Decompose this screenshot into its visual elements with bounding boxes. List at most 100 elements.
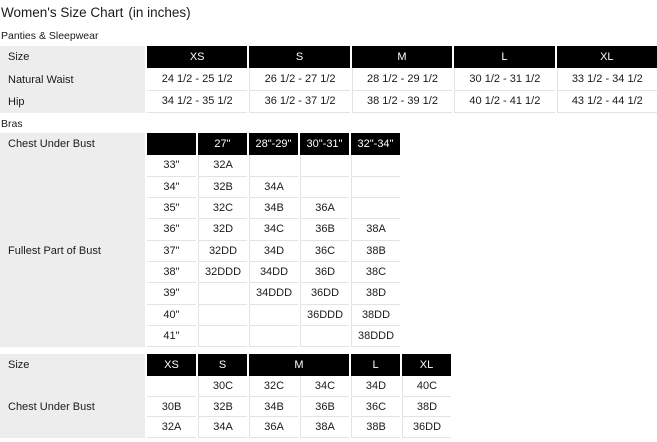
table-cell: 34D xyxy=(249,240,298,262)
table-cell xyxy=(351,197,400,220)
bust-size-cell: 37" xyxy=(147,240,196,262)
bras-table-grid: 27" 28"-29" 30"-31" 32"-34" 33" 32A 34" … xyxy=(147,133,400,348)
row-label-chest-under-bust: Chest Under Bust xyxy=(8,138,95,151)
row-label-chest-under-bust: Chest Under Bust xyxy=(8,401,95,414)
table-cell: 34B xyxy=(249,197,298,220)
page-title: Women's Size Chart (in inches) xyxy=(1,5,657,21)
table-cell: 28 1/2 - 29 1/2 xyxy=(351,68,453,91)
row-label-size: Size xyxy=(8,359,30,372)
page-title-text: Women's Size Chart xyxy=(1,5,124,20)
table-cell: 24 1/2 - 25 1/2 xyxy=(147,68,248,91)
table-cell: 36DD xyxy=(300,283,349,305)
bust-size-cell: 38" xyxy=(147,261,196,284)
table-cell: 34 1/2 - 35 1/2 xyxy=(147,90,248,114)
bra-size-label-column: Size Chest Under Bust xyxy=(0,354,145,438)
table-cell: 32B xyxy=(198,176,247,198)
table-cell: 36A xyxy=(249,417,298,438)
table-cell: 32A xyxy=(147,417,196,438)
table-cell: 38DD xyxy=(351,304,400,326)
table-cell: 38C xyxy=(351,261,400,284)
column-header-l: L xyxy=(351,354,400,377)
table-cell: 36B xyxy=(300,219,349,241)
section-label-panties-sleepwear: Panties & Sleepwear xyxy=(1,30,99,42)
table-cell: 34C xyxy=(249,219,298,241)
table-cell: 36DDD xyxy=(300,304,349,326)
table-cell: 38B xyxy=(351,417,400,438)
table-cell: 40C xyxy=(402,376,451,397)
column-header-32-34: 32"-34" xyxy=(351,133,400,156)
table-cell: 36D xyxy=(300,261,349,284)
table-cell: 30C xyxy=(198,376,247,397)
table-cell: 40 1/2 - 41 1/2 xyxy=(454,90,555,114)
table-cell: 32DD xyxy=(198,240,247,262)
table-cell xyxy=(198,304,247,326)
bust-size-cell: 41" xyxy=(147,325,196,348)
section-label-bras: Bras xyxy=(1,118,23,131)
column-header-xl: XL xyxy=(402,354,451,377)
column-header-s: S xyxy=(198,354,247,377)
table-cell: 38D xyxy=(402,396,451,418)
table-cell: 26 1/2 - 27 1/2 xyxy=(249,68,350,91)
row-label-hip: Hip xyxy=(8,95,25,108)
column-header-l: L xyxy=(454,46,555,69)
bust-size-cell: 35" xyxy=(147,197,196,220)
table-cell xyxy=(198,283,247,305)
panties-table-grid: XS S M L XL 24 1/2 - 25 1/2 26 1/2 - 27 … xyxy=(147,46,657,114)
bust-size-cell: 40" xyxy=(147,304,196,326)
table-cell: 36 1/2 - 37 1/2 xyxy=(249,90,350,114)
column-header-m: M xyxy=(351,46,453,69)
table-cell xyxy=(351,155,400,177)
table-cell: 34C xyxy=(300,376,349,397)
table-cell xyxy=(249,304,298,326)
table-cell: 32B xyxy=(198,396,247,418)
table-cell: 32C xyxy=(249,376,298,397)
table-cell xyxy=(198,325,247,348)
table-cell: 38A xyxy=(351,219,400,241)
column-header-30-31: 30"-31" xyxy=(300,133,349,156)
table-cell: 30 1/2 - 31 1/2 xyxy=(454,68,555,91)
table-cell: 36A xyxy=(300,197,349,220)
panties-label-column: Size Natural Waist Hip xyxy=(0,46,145,114)
table-cell xyxy=(300,155,349,177)
column-header-27: 27" xyxy=(198,133,247,156)
table-cell: 38A xyxy=(300,417,349,438)
bras-label-column: Chest Under Bust Fullest Part of Bust xyxy=(0,133,145,348)
table-cell: 32D xyxy=(198,219,247,241)
table-cell xyxy=(249,155,298,177)
panties-sleepwear-table: Size Natural Waist Hip XS S M L XL 24 1/… xyxy=(0,46,657,114)
column-header-xs: XS xyxy=(147,46,248,69)
bust-size-cell: 39" xyxy=(147,283,196,305)
column-header-blank xyxy=(147,133,196,156)
table-cell: 43 1/2 - 44 1/2 xyxy=(556,90,657,114)
table-cell: 36B xyxy=(300,396,349,418)
table-cell: 38D xyxy=(351,283,400,305)
table-cell: 34B xyxy=(249,396,298,418)
row-label-fullest-part-of-bust: Fullest Part of Bust xyxy=(8,245,101,258)
row-label-natural-waist: Natural Waist xyxy=(8,73,74,86)
table-cell: 32DDD xyxy=(198,261,247,284)
table-cell: 33 1/2 - 34 1/2 xyxy=(556,68,657,91)
table-cell: 34DD xyxy=(249,261,298,284)
row-label-size: Size xyxy=(8,51,30,64)
bra-size-mapping-table: Size Chest Under Bust XS S M L XL 30C 32… xyxy=(0,354,657,438)
column-header-xl: XL xyxy=(556,46,657,69)
table-cell: 34A xyxy=(249,176,298,198)
table-cell: 30B xyxy=(147,396,196,418)
bust-size-cell: 36" xyxy=(147,219,196,241)
table-cell xyxy=(249,325,298,348)
table-cell: 38DDD xyxy=(351,325,400,348)
table-cell: 34D xyxy=(351,376,400,397)
column-header-m: M xyxy=(249,354,349,377)
table-cell: 34DDD xyxy=(249,283,298,305)
bust-size-cell: 33" xyxy=(147,155,196,177)
table-cell: 36DD xyxy=(402,417,451,438)
page-title-units: (in inches) xyxy=(128,5,191,20)
table-cell xyxy=(300,176,349,198)
column-header-28-29: 28"-29" xyxy=(249,133,298,156)
table-cell: 36C xyxy=(300,240,349,262)
bust-size-cell: 34" xyxy=(147,176,196,198)
table-cell: 36C xyxy=(351,396,400,418)
table-cell xyxy=(300,325,349,348)
column-header-s: S xyxy=(249,46,350,69)
table-cell: 38 1/2 - 39 1/2 xyxy=(351,90,453,114)
